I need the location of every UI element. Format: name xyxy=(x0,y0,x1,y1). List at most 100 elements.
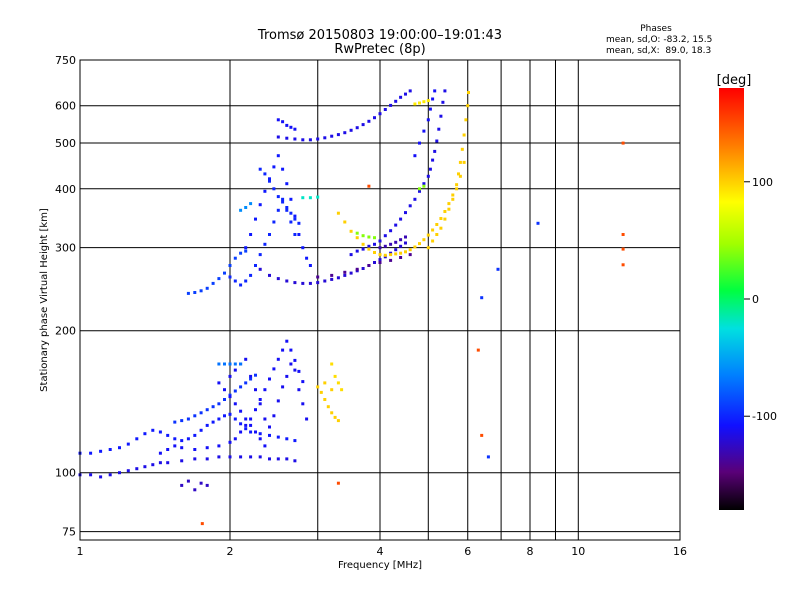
data-point xyxy=(343,270,347,274)
data-point xyxy=(367,264,371,267)
data-point xyxy=(263,388,267,392)
data-point xyxy=(223,398,226,401)
data-point xyxy=(193,414,197,418)
y-tick-label: 100 xyxy=(55,467,76,480)
data-point xyxy=(378,258,382,262)
data-point xyxy=(330,277,334,281)
data-points xyxy=(78,89,625,526)
data-point xyxy=(173,420,177,424)
data-point xyxy=(399,251,403,255)
data-point xyxy=(244,249,248,253)
data-point xyxy=(249,423,253,427)
data-point xyxy=(223,414,226,418)
data-point xyxy=(389,103,393,107)
data-point xyxy=(258,267,262,271)
data-point xyxy=(249,273,253,277)
data-point xyxy=(428,107,432,111)
data-point xyxy=(193,291,197,294)
data-point xyxy=(418,242,421,246)
data-point xyxy=(399,256,403,259)
data-point xyxy=(223,362,226,366)
data-point xyxy=(272,187,276,191)
data-point xyxy=(418,189,421,193)
stats-line-o: mean, sd,O: -83.2, 15.5 xyxy=(606,35,712,45)
x-tick-label: 16 xyxy=(673,545,687,558)
data-point xyxy=(316,275,320,279)
data-point xyxy=(244,206,248,209)
data-point xyxy=(293,233,297,236)
data-point xyxy=(308,138,312,142)
data-point xyxy=(268,179,271,183)
data-point xyxy=(249,374,253,378)
data-point xyxy=(399,217,403,221)
x-tick-labels: 1 2 4 6 8 10 16 xyxy=(77,545,688,558)
data-point xyxy=(272,414,276,418)
data-point xyxy=(480,433,484,437)
data-point xyxy=(233,279,237,283)
data-point xyxy=(268,177,271,181)
data-point xyxy=(233,362,237,366)
data-point xyxy=(193,448,197,451)
data-point xyxy=(276,357,280,361)
data-point xyxy=(99,475,103,479)
data-point xyxy=(217,381,221,385)
data-point xyxy=(228,440,232,444)
data-point xyxy=(621,247,625,251)
data-point xyxy=(389,253,393,257)
data-point xyxy=(244,381,248,385)
data-point xyxy=(281,197,285,201)
data-point xyxy=(301,246,305,250)
data-point xyxy=(272,220,276,224)
data-point xyxy=(443,89,447,93)
data-point xyxy=(233,389,237,393)
data-point xyxy=(258,455,262,459)
data-point xyxy=(233,402,237,406)
data-point xyxy=(244,357,248,361)
data-point xyxy=(258,437,262,441)
x-axis-label: Frequency [MHz] xyxy=(338,560,422,571)
data-point xyxy=(323,136,327,140)
data-point xyxy=(301,380,305,384)
data-point xyxy=(297,369,301,373)
data-point xyxy=(316,195,320,199)
data-point xyxy=(435,223,439,226)
data-point xyxy=(418,141,421,145)
data-point xyxy=(378,246,382,250)
data-point xyxy=(343,273,347,277)
data-point xyxy=(621,141,625,145)
data-point xyxy=(211,281,215,285)
data-point xyxy=(151,463,155,467)
grid-lines xyxy=(79,59,681,540)
chart-subtitle: RwPretec (8p) xyxy=(334,42,425,57)
y-tick-label: 200 xyxy=(55,325,76,338)
data-point xyxy=(319,390,323,394)
data-point xyxy=(404,250,407,254)
data-point xyxy=(435,233,439,236)
data-point xyxy=(343,131,347,135)
stats-heading: Phases xyxy=(640,24,672,34)
data-point xyxy=(254,430,257,434)
data-point xyxy=(173,444,177,448)
data-point xyxy=(211,405,215,409)
data-point xyxy=(205,286,209,290)
data-point xyxy=(193,457,197,461)
data-point xyxy=(333,415,337,419)
data-point xyxy=(426,99,430,103)
data-point xyxy=(367,119,371,123)
data-point xyxy=(244,427,248,431)
data-point xyxy=(394,223,398,227)
data-point xyxy=(180,446,184,450)
data-point xyxy=(323,279,327,283)
data-point xyxy=(297,388,301,392)
data-point xyxy=(426,246,430,250)
data-point xyxy=(336,381,340,385)
data-point xyxy=(336,133,340,137)
data-point xyxy=(143,432,147,436)
data-point xyxy=(437,127,441,131)
data-point xyxy=(276,399,280,403)
data-point xyxy=(228,362,232,366)
colorbar xyxy=(719,88,744,510)
data-point xyxy=(447,202,451,206)
data-point xyxy=(89,473,93,477)
data-point xyxy=(378,261,382,264)
